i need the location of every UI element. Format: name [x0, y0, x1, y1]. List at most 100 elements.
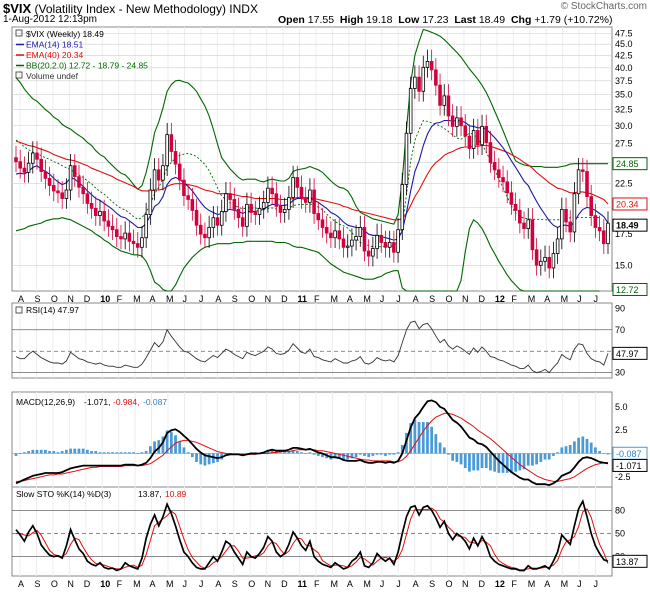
- x-tick-label: F: [117, 294, 123, 304]
- macd-histogram-bar: [39, 449, 43, 454]
- x-tick-label: N: [265, 294, 272, 304]
- candle-body: [22, 167, 27, 173]
- candle-body: [564, 208, 568, 223]
- macd-legend-name: MACD(12,26,9): [16, 397, 75, 407]
- candle-body: [198, 224, 203, 235]
- macd-histogram-bar: [178, 441, 182, 454]
- x-tick-label: M: [561, 294, 569, 304]
- macd-histogram-bar: [598, 451, 601, 454]
- macd-histogram-bar: [199, 453, 203, 465]
- x-tick-label: A: [544, 294, 550, 304]
- sto-tag: 13.87: [616, 557, 639, 567]
- sto-tick-label: 50: [615, 529, 625, 539]
- candle-body: [190, 199, 195, 211]
- candle-body: [379, 234, 384, 243]
- sto-tag-box: [612, 554, 648, 568]
- candle-body: [324, 227, 329, 234]
- candle-body: [455, 117, 459, 127]
- macd-legend-v3: -0.087: [143, 397, 167, 407]
- candle-body: [312, 189, 316, 214]
- candle-body: [354, 236, 358, 241]
- candle-body: [543, 256, 547, 262]
- macd-histogram-bar: [27, 451, 30, 454]
- candle-body: [320, 219, 325, 228]
- macd-histogram-bar: [455, 453, 459, 462]
- x-tick-label: J: [594, 294, 599, 304]
- macd-tick-label: -2.5: [615, 472, 631, 482]
- x-tick-label: S: [429, 294, 435, 304]
- x-tick-label: 11: [298, 579, 308, 589]
- legend-ema40: EMA(40) 20.34: [26, 50, 83, 60]
- high-label: High: [339, 14, 364, 26]
- candle-body: [148, 189, 153, 215]
- bb-lower-tag-box: [612, 282, 648, 296]
- candle-body: [93, 207, 98, 216]
- x-tick-label: S: [34, 579, 40, 589]
- candle-body: [350, 239, 354, 247]
- candle-body: [471, 130, 476, 149]
- macd-legend-v1: -1.071,: [84, 397, 110, 407]
- rsi-tick-label: 70: [615, 325, 625, 335]
- macd-histogram-bar: [556, 452, 559, 454]
- candle-body: [266, 187, 270, 203]
- x-tick-label: S: [232, 294, 238, 304]
- macd-histogram-bar: [510, 453, 513, 473]
- macd-histogram-bar: [426, 421, 429, 454]
- candle-body: [358, 227, 363, 237]
- candle-body: [249, 203, 253, 213]
- candle-body: [47, 177, 52, 186]
- bb-upper-tag: 24.85: [616, 159, 639, 169]
- macd-histogram-bar: [295, 451, 299, 454]
- ema40-tag: 20.34: [616, 199, 639, 209]
- macd-histogram-bar: [514, 453, 518, 472]
- candle-body: [232, 199, 237, 210]
- macd-histogram-bar: [186, 452, 190, 454]
- x-tick-label: 12: [495, 579, 505, 589]
- candle-body: [274, 193, 279, 207]
- price-tick-label: 30.0: [615, 121, 633, 131]
- x-tick-label: F: [511, 294, 517, 304]
- candle-body: [333, 230, 337, 239]
- macd-histogram-bar: [560, 447, 564, 454]
- x-tick-label: 10: [100, 579, 110, 589]
- macd-histogram-bar: [287, 451, 291, 454]
- candle-body: [602, 230, 606, 245]
- macd-histogram-bar: [90, 451, 93, 454]
- candle-body: [98, 211, 102, 216]
- rsi-line: [15, 320, 609, 374]
- candle-body: [413, 76, 417, 89]
- x-tick-label: O: [446, 579, 453, 589]
- macd-histogram-bar: [300, 452, 303, 454]
- macd-histogram-bar: [375, 453, 379, 455]
- candle-body: [18, 161, 22, 169]
- candle-body: [77, 176, 81, 188]
- x-tick-label: J: [380, 579, 385, 589]
- x-tick-label: J: [380, 294, 385, 304]
- macd-histogram-bar: [434, 434, 438, 454]
- x-tick-label: A: [413, 294, 419, 304]
- price-tick-label: 42.5: [615, 51, 633, 61]
- macd-tick-label: 2.5: [615, 425, 628, 435]
- macd-histogram-bar: [144, 451, 148, 454]
- x-tick-label: M: [363, 579, 371, 589]
- macd-histogram-bar: [350, 453, 354, 459]
- symbol: $VIX: [3, 1, 32, 16]
- macd-histogram-bar: [106, 452, 110, 454]
- price-tick-label: 17.5: [615, 229, 633, 239]
- candle-body: [144, 214, 148, 239]
- candle-body: [257, 207, 262, 215]
- macd-histogram-bar: [14, 453, 18, 456]
- macd-histogram-bar: [518, 453, 522, 471]
- x-tick-label: M: [330, 579, 338, 589]
- x-tick-label: J: [577, 579, 582, 589]
- macd-histogram-bar: [169, 431, 173, 454]
- candle-body: [102, 211, 106, 222]
- rsi-legend: RSI(14) 47.97: [26, 305, 79, 315]
- price-tick-label: 27.5: [615, 138, 633, 148]
- candle-body: [114, 229, 119, 237]
- ema14-line: [15, 119, 609, 241]
- macd-histogram-bar: [459, 453, 463, 465]
- x-tick-label: D: [84, 294, 91, 304]
- x-tick-label: O: [51, 579, 58, 589]
